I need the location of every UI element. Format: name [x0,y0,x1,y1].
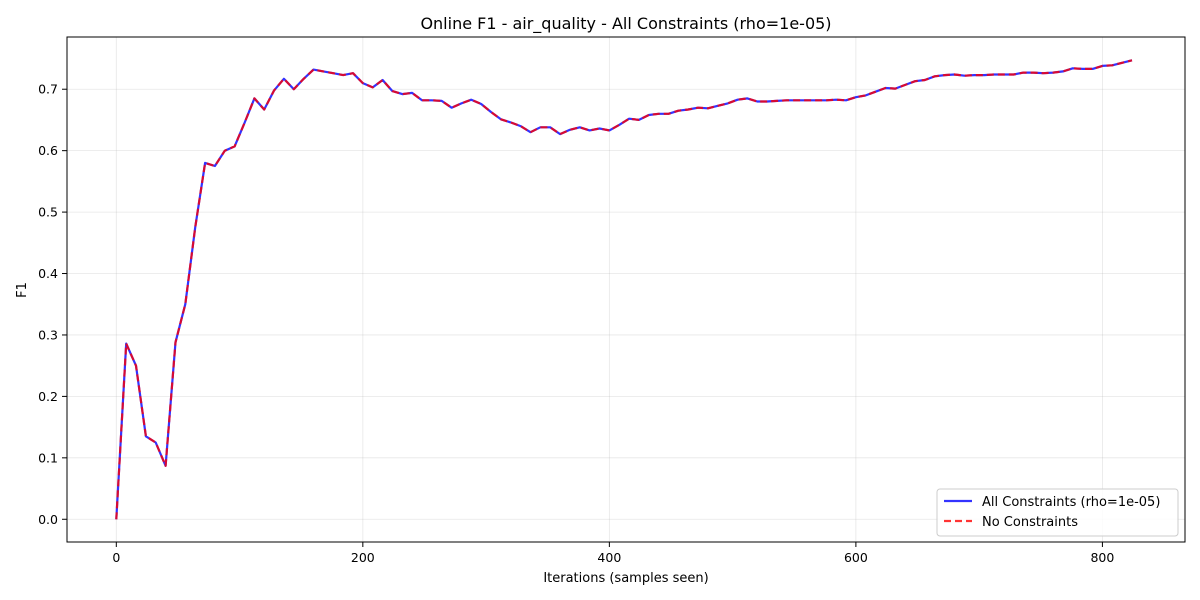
x-axis-label: Iterations (samples seen) [543,571,708,586]
series-line-all-constraints [115,59,1133,520]
series-line-no-constraints [115,59,1133,520]
y-tick-label: 0.6 [38,143,58,158]
series-lines [115,59,1133,520]
grid [67,37,1185,542]
y-axis-label: F1 [15,282,30,298]
y-tick-label: 0.5 [38,205,58,220]
y-tick-label: 0.2 [38,389,58,404]
x-tick-label: 600 [844,550,868,565]
legend-box [936,488,1179,537]
chart-title: Online F1 - air_quality - All Constraint… [420,14,831,34]
x-tick-label: 800 [1090,550,1114,565]
x-tick-label: 400 [597,550,621,565]
legend-label-no-constraints: No Constraints [982,515,1078,530]
x-tick-label: 0 [112,550,120,565]
y-tick-label: 0.4 [38,266,58,281]
plot-area-frame [66,36,1186,543]
y-tick-label: 0.7 [38,82,58,97]
legend-label-all-constraints: All Constraints (rho=1e-05) [982,495,1160,510]
x-tick-label: 200 [351,550,375,565]
y-tick-label: 0.3 [38,327,58,342]
y-tick-label: 0.0 [38,512,58,527]
axis-ticks: 0 200 400 600 800 0.0 0.1 0.2 0.3 0.4 0.5 0.6 0.7 [38,82,1114,565]
legend: All Constraints (rho=1e-05) No Constrain… [936,488,1179,537]
y-tick-label: 0.1 [38,450,58,465]
